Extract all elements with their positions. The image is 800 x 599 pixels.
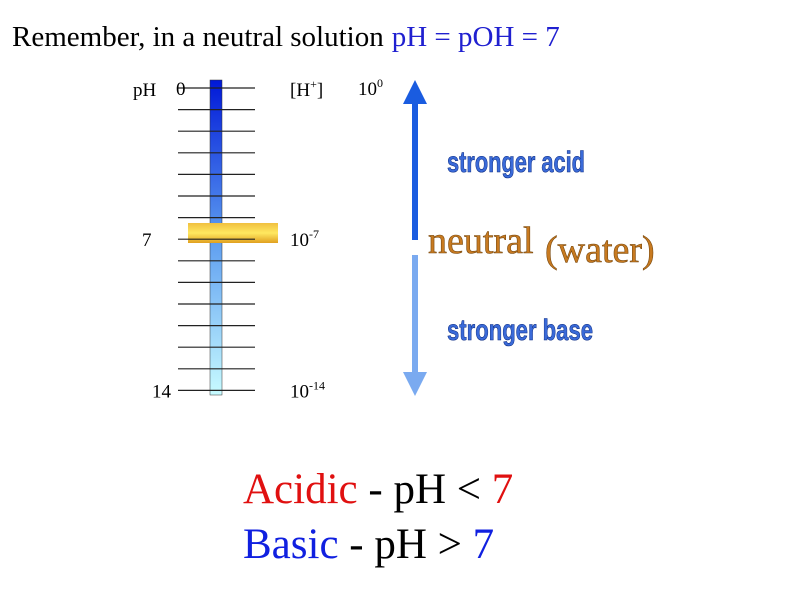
stronger-base: stronger base	[447, 314, 593, 347]
conc-base: 10	[290, 381, 309, 402]
down-arrow-head	[403, 372, 427, 396]
rule-value: 7	[492, 466, 514, 513]
rule-term: Basic	[243, 521, 339, 568]
acidic-rule: Acidic - pH < 7	[243, 466, 513, 513]
conc-label: 10-14	[290, 378, 325, 402]
rule-term: Acidic	[243, 466, 358, 513]
conc-base: [H	[290, 80, 310, 101]
conc-exp: -7	[309, 227, 319, 241]
conc-label: 10-7	[290, 227, 319, 251]
ph-label: 7	[142, 230, 152, 251]
conc-exp: 0	[377, 76, 383, 90]
header-highlight: pH = pOH = 7	[392, 21, 560, 53]
neutral-band	[188, 223, 278, 243]
ph-label: 14	[152, 381, 172, 402]
conc-exp: -14	[309, 378, 325, 392]
ph-title: pH	[133, 80, 157, 101]
ph-scale	[178, 79, 278, 396]
up-arrow-head	[403, 80, 427, 104]
water: (water)	[545, 229, 655, 271]
header-text: Remember, in a neutral solution	[12, 21, 384, 53]
stronger-acid: stronger acid	[447, 146, 585, 179]
conc-sup: +	[310, 77, 317, 91]
conc-end: ]	[317, 80, 323, 101]
conc-title: [H+]	[290, 77, 323, 101]
conc-label: 100	[358, 76, 383, 100]
neutral: neutral	[428, 220, 534, 262]
basic-rule: Basic - pH > 7	[243, 521, 494, 568]
conc-base: 10	[290, 230, 309, 251]
arrows	[403, 80, 427, 396]
rule-relation: - pH >	[339, 521, 473, 568]
header: Remember, in a neutral solution pH = pOH …	[12, 21, 560, 53]
rule-relation: - pH <	[358, 466, 492, 513]
rule-value: 7	[473, 521, 495, 568]
conc-base: 10	[358, 79, 377, 100]
ph-label: 0	[176, 79, 186, 100]
